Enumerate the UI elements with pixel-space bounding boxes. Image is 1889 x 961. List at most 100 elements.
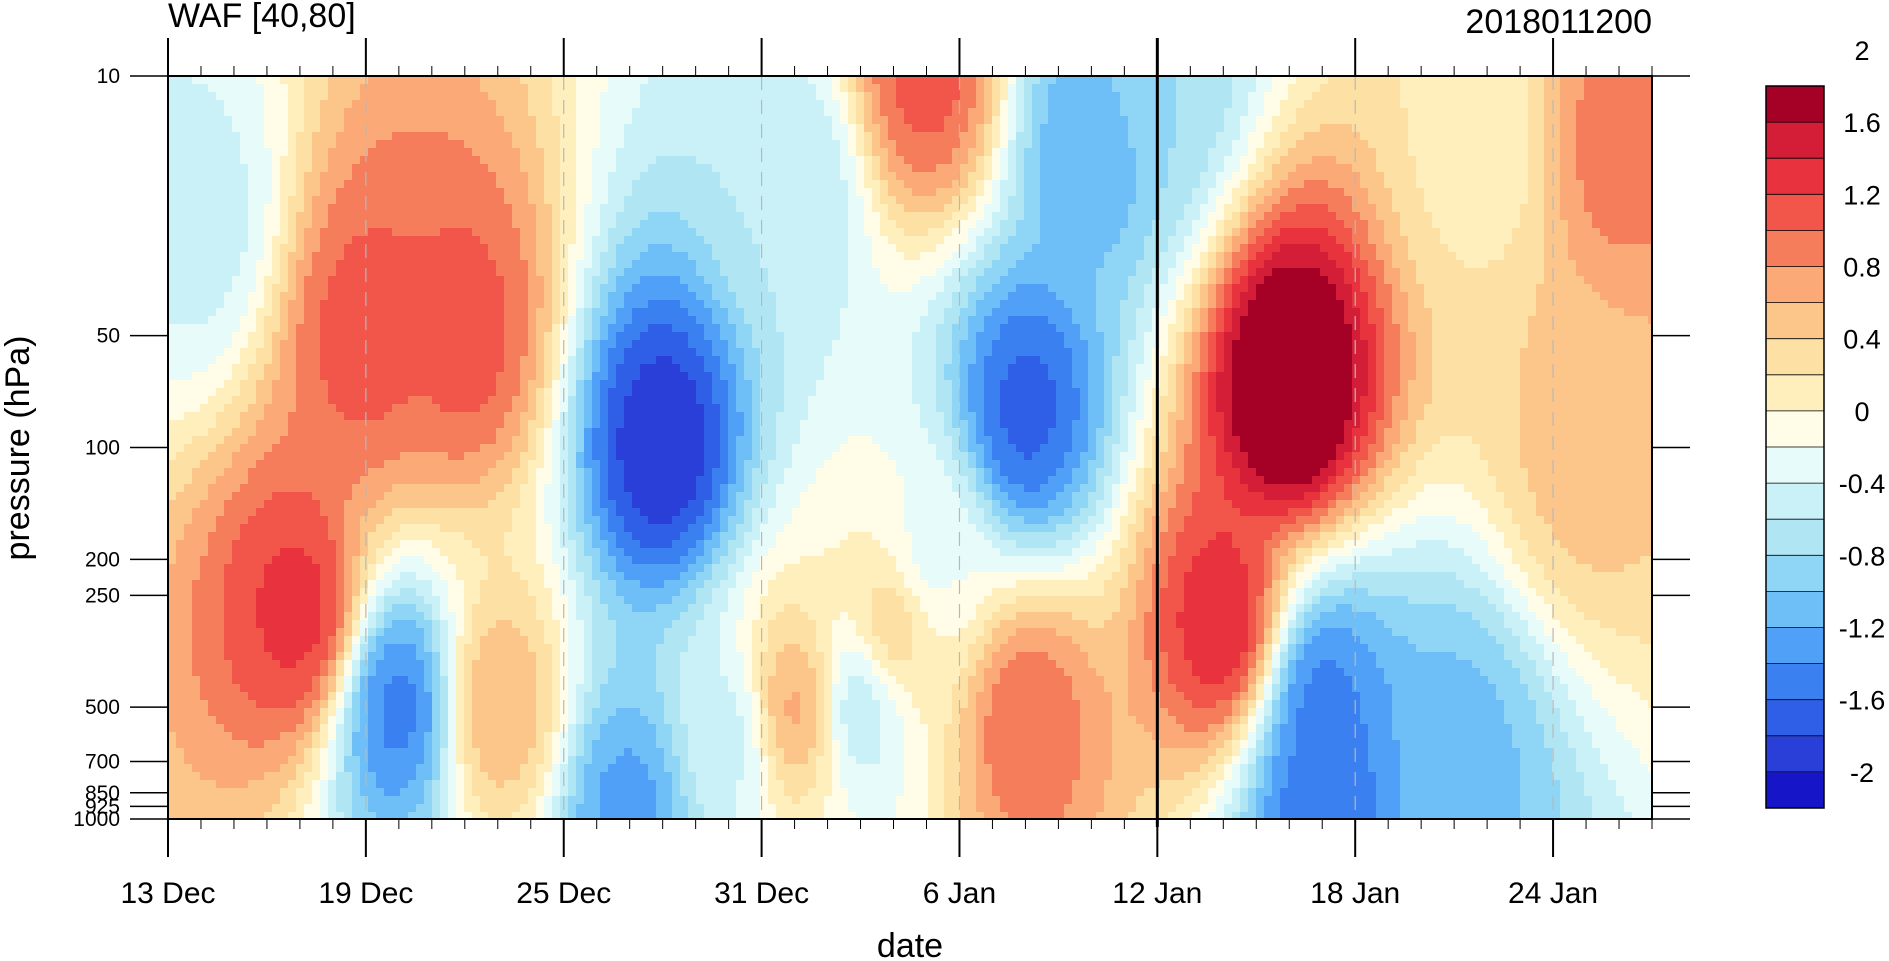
contour-cell bbox=[776, 172, 785, 181]
contour-cell bbox=[1040, 124, 1049, 133]
contour-cell bbox=[1136, 164, 1145, 173]
contour-cell bbox=[352, 148, 361, 157]
contour-cell bbox=[944, 76, 953, 85]
contour-cell bbox=[264, 284, 273, 293]
contour-cell bbox=[288, 140, 297, 149]
contour-cell bbox=[944, 116, 953, 125]
contour-cell bbox=[440, 284, 449, 293]
contour-cell bbox=[272, 188, 281, 197]
contour-cell bbox=[856, 108, 865, 117]
contour-cell bbox=[384, 228, 393, 237]
contour-cell bbox=[720, 276, 729, 285]
contour-cell bbox=[1264, 260, 1273, 269]
contour-cell bbox=[392, 244, 401, 253]
contour-cell bbox=[600, 156, 609, 165]
contour-cell bbox=[1432, 100, 1441, 109]
contour-cell bbox=[1432, 196, 1441, 205]
contour-cell bbox=[392, 260, 401, 269]
contour-cell bbox=[1192, 268, 1201, 277]
contour-cell bbox=[504, 220, 513, 229]
contour-cell bbox=[240, 252, 249, 261]
contour-cell bbox=[392, 188, 401, 197]
contour-cell bbox=[904, 108, 913, 117]
contour-cell bbox=[448, 100, 457, 109]
contour-cell bbox=[888, 84, 897, 93]
contour-cell bbox=[800, 276, 809, 285]
contour-cell bbox=[584, 284, 593, 293]
contour-cell bbox=[936, 164, 945, 173]
contour-cell bbox=[1472, 268, 1481, 277]
contour-cell bbox=[528, 212, 537, 221]
contour-cell bbox=[1224, 84, 1233, 93]
contour-cell bbox=[1032, 108, 1041, 117]
contour-cell bbox=[344, 284, 353, 293]
contour-cell bbox=[592, 84, 601, 93]
contour-cell bbox=[192, 92, 201, 101]
contour-cell bbox=[712, 284, 721, 293]
contour-cell bbox=[1128, 220, 1137, 229]
contour-cell bbox=[1480, 196, 1489, 205]
contour-cell bbox=[1264, 196, 1273, 205]
contour-cell bbox=[768, 132, 777, 141]
contour-cell bbox=[424, 132, 433, 141]
contour-cell bbox=[1160, 180, 1169, 189]
contour-cell bbox=[728, 116, 737, 125]
contour-cell bbox=[896, 204, 905, 213]
contour-cell bbox=[328, 220, 337, 229]
contour-cell bbox=[176, 100, 185, 109]
contour-cell bbox=[1552, 132, 1561, 141]
contour-cell bbox=[632, 76, 641, 85]
contour-cell bbox=[1576, 188, 1585, 197]
contour-cell bbox=[1072, 260, 1081, 269]
contour-cell bbox=[496, 108, 505, 117]
contour-cell bbox=[176, 188, 185, 197]
contour-cell bbox=[416, 236, 425, 245]
contour-cell bbox=[1024, 204, 1033, 213]
contour-cell bbox=[400, 140, 409, 149]
contour-cell bbox=[1064, 236, 1073, 245]
contour-cell bbox=[456, 196, 465, 205]
contour-cell bbox=[456, 204, 465, 213]
contour-cell bbox=[1504, 116, 1513, 125]
contour-cell bbox=[1552, 268, 1561, 277]
contour-cell bbox=[1352, 284, 1361, 293]
contour-cell bbox=[1096, 188, 1105, 197]
contour-cell bbox=[1000, 268, 1009, 277]
contour-cell bbox=[352, 132, 361, 141]
contour-cell bbox=[840, 140, 849, 149]
contour-cell bbox=[1424, 284, 1433, 293]
contour-cell bbox=[744, 220, 753, 229]
contour-cell bbox=[1520, 236, 1529, 245]
contour-cell bbox=[544, 284, 553, 293]
contour-cell bbox=[1248, 220, 1257, 229]
contour-cell bbox=[1408, 108, 1417, 117]
contour-cell bbox=[384, 172, 393, 181]
contour-cell bbox=[776, 204, 785, 213]
contour-cell bbox=[1040, 260, 1049, 269]
contour-cell bbox=[472, 244, 481, 253]
contour-cell bbox=[1584, 236, 1593, 245]
contour-cell bbox=[600, 76, 609, 85]
contour-cell bbox=[832, 284, 841, 293]
contour-cell bbox=[296, 172, 305, 181]
contour-cell bbox=[216, 92, 225, 101]
contour-cell bbox=[728, 132, 737, 141]
contour-cell bbox=[1592, 92, 1601, 101]
contour-cell bbox=[768, 92, 777, 101]
contour-cell bbox=[784, 180, 793, 189]
contour-cell bbox=[576, 76, 585, 85]
contour-cell bbox=[944, 148, 953, 157]
contour-cell bbox=[640, 212, 649, 221]
contour-cell bbox=[960, 284, 969, 293]
contour-cell bbox=[1112, 228, 1121, 237]
contour-cell bbox=[1200, 172, 1209, 181]
contour-cell bbox=[592, 156, 601, 165]
contour-cell bbox=[944, 164, 953, 173]
contour-cell bbox=[1256, 148, 1265, 157]
contour-cell bbox=[1208, 196, 1217, 205]
contour-cell bbox=[552, 164, 561, 173]
contour-cell bbox=[1024, 172, 1033, 181]
contour-cell bbox=[872, 212, 881, 221]
contour-cell bbox=[752, 244, 761, 253]
contour-cell bbox=[1448, 172, 1457, 181]
